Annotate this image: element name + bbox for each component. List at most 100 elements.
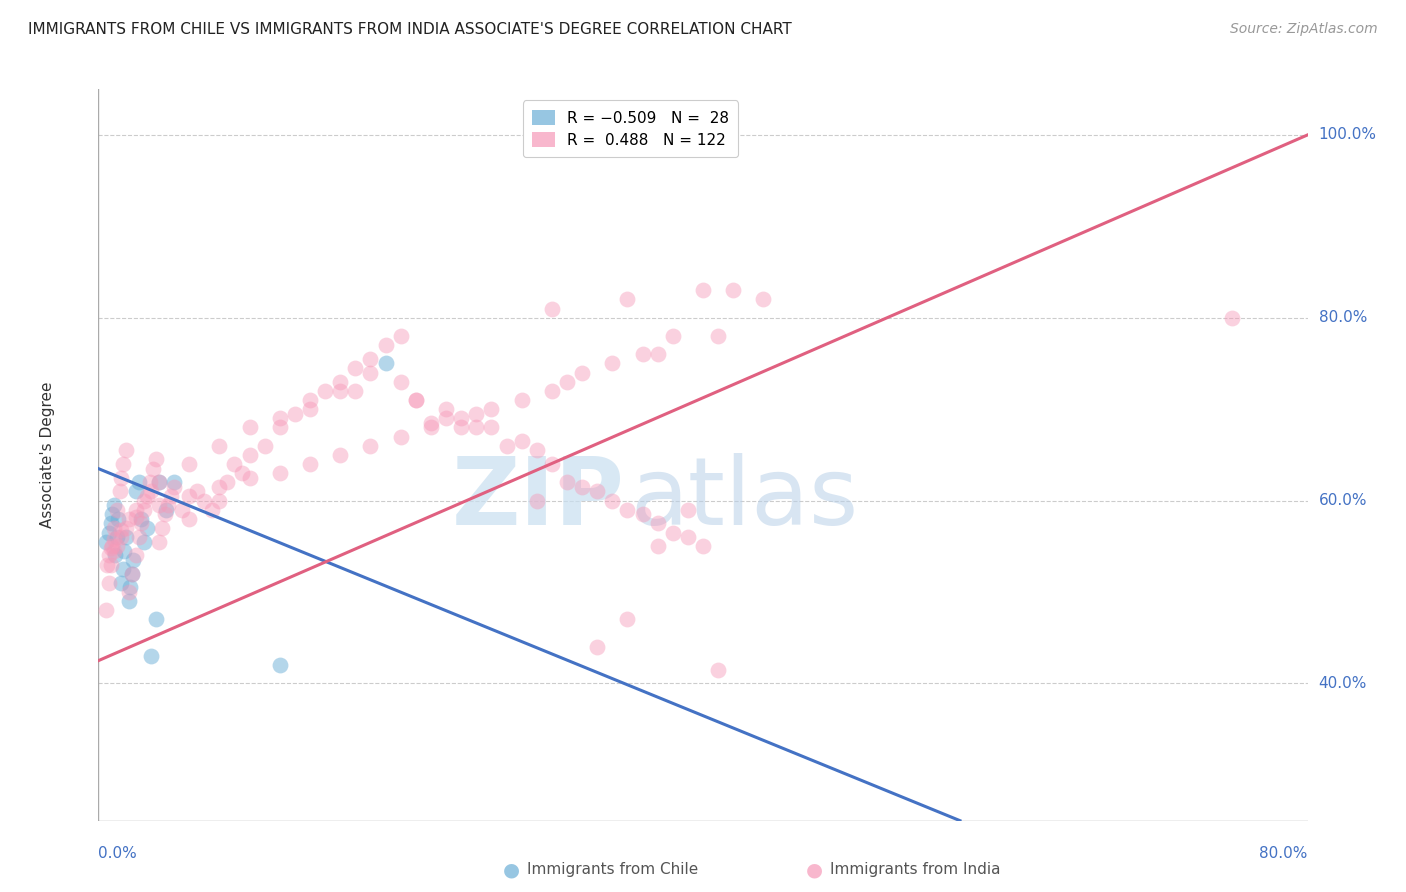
Point [105,530,128,544]
Point [450,411,472,425]
Point [112,544,135,558]
Point [586,640,609,654]
Point [153,508,176,522]
Point [100,541,122,556]
Point [208,439,231,453]
Point [269,420,291,434]
Point [661,525,683,540]
Point [142,461,165,475]
Point [631,347,654,361]
Point [105,503,128,517]
Point [616,503,638,517]
Point [495,439,517,453]
Point [105,539,128,553]
Point [118,594,141,608]
Point [103,498,125,512]
Point [510,434,533,449]
Point [450,420,472,434]
Point [344,361,367,376]
Point [299,402,322,417]
Point [132,493,155,508]
Point [122,553,145,567]
Point [110,530,132,544]
Point [374,338,396,352]
Point [555,475,578,490]
Point [405,393,427,408]
Point [571,480,593,494]
Point [201,503,224,517]
Point [132,503,155,517]
Point [329,375,352,389]
Point [329,448,352,462]
Point [177,457,201,471]
Point [661,329,683,343]
Point [602,493,624,508]
Point [155,503,177,517]
Point [231,466,253,480]
Point [676,503,699,517]
Point [96,558,118,572]
Text: ●: ● [806,860,823,880]
Text: 100.0%: 100.0% [1319,128,1376,143]
Point [110,471,132,485]
Point [360,439,382,453]
Point [239,420,262,434]
Point [374,356,396,371]
Point [752,293,775,307]
Point [98,576,121,591]
Point [128,530,150,544]
Point [239,471,262,485]
Text: 60.0%: 60.0% [1319,493,1367,508]
Point [540,457,562,471]
Point [148,475,170,490]
Point [114,443,136,458]
Point [193,493,215,508]
Point [284,407,307,421]
Point [129,516,152,531]
Point [120,581,142,595]
Point [121,566,143,581]
Point [145,452,167,467]
Point [114,530,136,544]
Point [111,457,134,471]
Point [125,484,148,499]
Point [114,521,136,535]
Point [616,613,638,627]
Point [239,448,262,462]
Point [314,384,336,398]
Point [602,356,624,371]
Point [526,443,548,458]
Text: 40.0%: 40.0% [1319,676,1367,691]
Point [111,562,134,576]
Point [647,539,669,553]
Point [419,420,441,434]
Point [141,649,163,664]
Point [163,480,186,494]
Text: IMMIGRANTS FROM CHILE VS IMMIGRANTS FROM INDIA ASSOCIATE'S DEGREE CORRELATION CH: IMMIGRANTS FROM CHILE VS IMMIGRANTS FROM… [28,22,792,37]
Text: Associate's Degree: Associate's Degree [41,382,55,528]
Point [692,284,714,298]
Point [125,549,148,563]
Point [208,480,231,494]
Point [269,411,291,425]
Point [481,420,503,434]
Point [707,329,730,343]
Point [360,351,382,366]
Point [98,525,121,540]
Point [647,516,669,531]
Point [405,393,427,408]
Point [103,521,125,535]
Point [148,534,170,549]
Point [299,457,322,471]
Point [253,439,276,453]
Text: 0.0%: 0.0% [98,846,138,861]
Point [160,489,183,503]
Point [389,329,412,343]
Point [139,475,162,490]
Point [145,613,167,627]
Point [465,407,488,421]
Point [101,508,124,522]
Point [135,521,157,535]
Point [208,493,231,508]
Point [692,539,714,553]
